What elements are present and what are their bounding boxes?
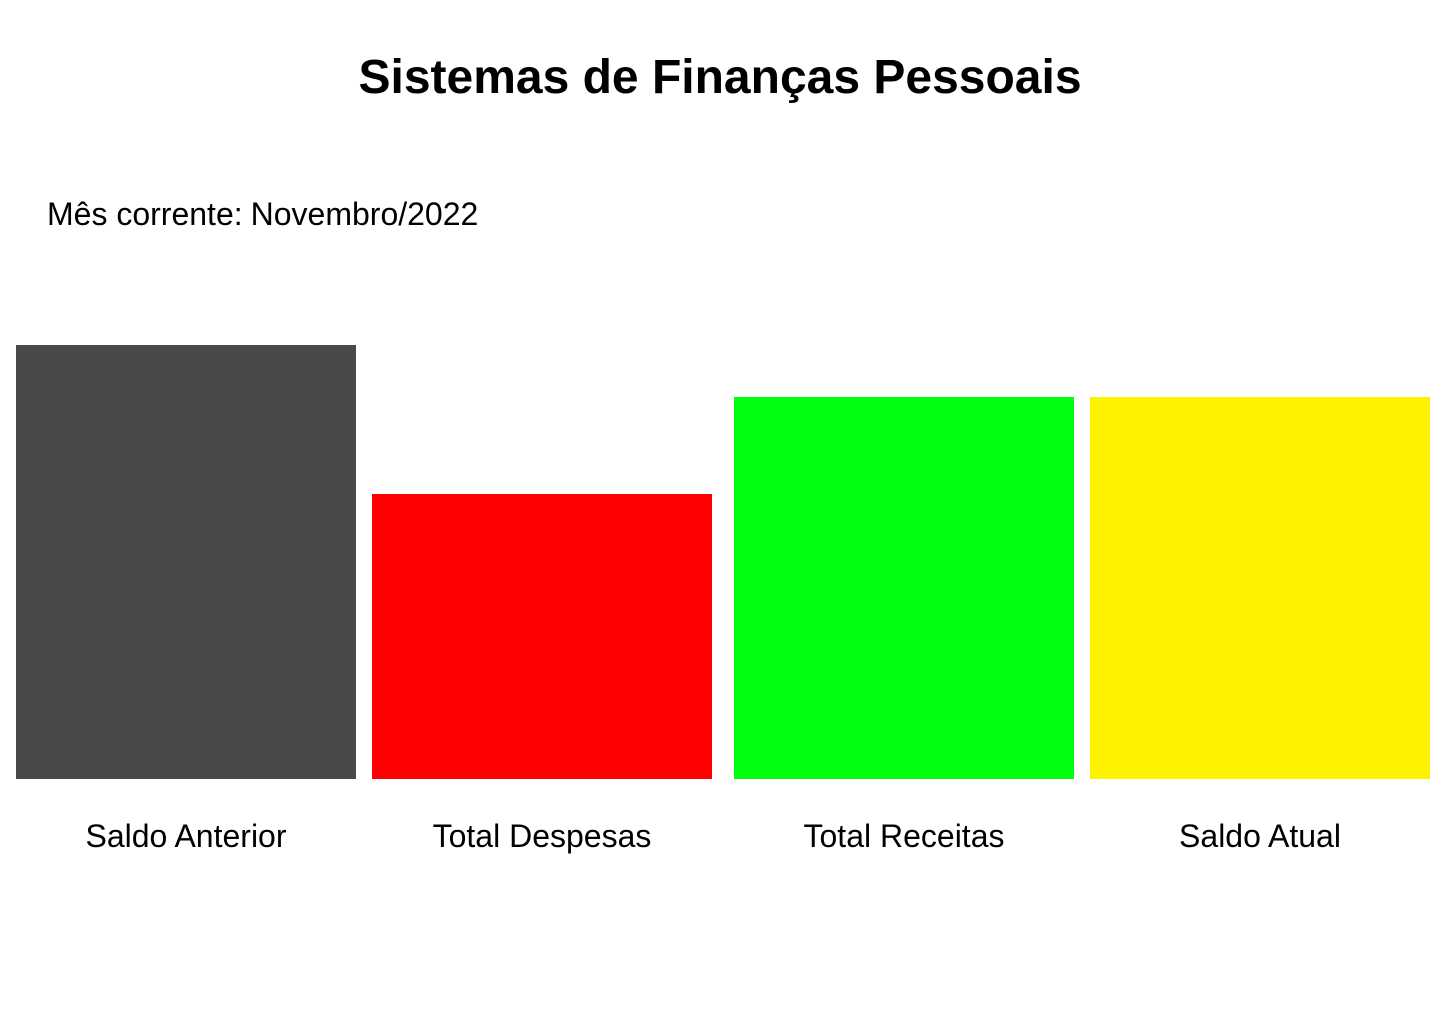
page-title: Sistemas de Finanças Pessoais bbox=[358, 51, 1082, 104]
label-saldo-anterior: Saldo Anterior bbox=[85, 818, 287, 854]
bar-total-despesas[interactable] bbox=[372, 494, 712, 779]
label-saldo-atual: Saldo Atual bbox=[1179, 818, 1341, 854]
label-total-receitas: Total Receitas bbox=[803, 818, 1005, 854]
bar-saldo-anterior[interactable] bbox=[16, 345, 356, 779]
bar-saldo-atual[interactable] bbox=[1090, 397, 1430, 779]
bar-total-receitas[interactable] bbox=[734, 397, 1074, 779]
label-total-despesas: Total Despesas bbox=[432, 818, 652, 854]
current-month: Mês corrente: Novembro/2022 bbox=[47, 194, 478, 234]
current-month-label: Mês corrente: bbox=[47, 196, 243, 232]
current-month-value: Novembro/2022 bbox=[250, 196, 479, 232]
